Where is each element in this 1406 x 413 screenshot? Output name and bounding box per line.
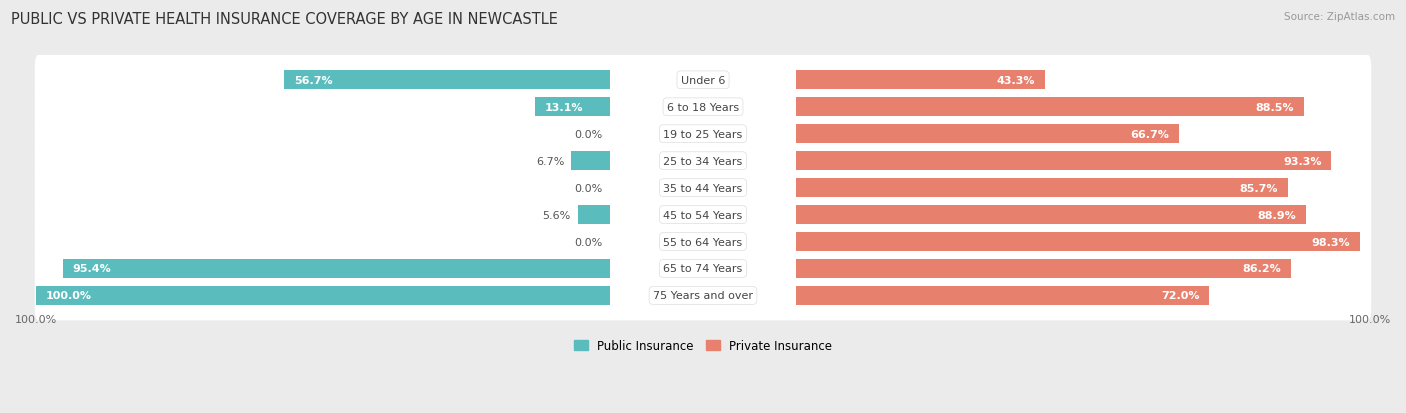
- Bar: [62, 259, 610, 278]
- Text: 45 to 54 Years: 45 to 54 Years: [664, 210, 742, 220]
- Text: 0.0%: 0.0%: [575, 183, 603, 193]
- Text: 75 Years and over: 75 Years and over: [652, 291, 754, 301]
- Text: 6 to 18 Years: 6 to 18 Years: [666, 102, 740, 112]
- Text: 6.7%: 6.7%: [536, 156, 565, 166]
- Bar: [37, 286, 610, 305]
- FancyBboxPatch shape: [35, 190, 1371, 240]
- Bar: [796, 179, 1288, 197]
- FancyBboxPatch shape: [35, 271, 1371, 320]
- FancyBboxPatch shape: [35, 244, 1371, 294]
- Bar: [796, 259, 1291, 278]
- Text: 88.9%: 88.9%: [1257, 210, 1296, 220]
- Text: Source: ZipAtlas.com: Source: ZipAtlas.com: [1284, 12, 1395, 22]
- Legend: Public Insurance, Private Insurance: Public Insurance, Private Insurance: [569, 334, 837, 356]
- Bar: [796, 71, 1045, 90]
- Bar: [796, 152, 1331, 171]
- Text: 19 to 25 Years: 19 to 25 Years: [664, 129, 742, 139]
- FancyBboxPatch shape: [35, 217, 1371, 267]
- Text: 56.7%: 56.7%: [294, 76, 333, 85]
- Text: Under 6: Under 6: [681, 76, 725, 85]
- Text: 65 to 74 Years: 65 to 74 Years: [664, 264, 742, 274]
- Text: 13.1%: 13.1%: [544, 102, 583, 112]
- Text: 25 to 34 Years: 25 to 34 Years: [664, 156, 742, 166]
- Text: 88.5%: 88.5%: [1256, 102, 1294, 112]
- FancyBboxPatch shape: [35, 56, 1371, 105]
- Text: 85.7%: 85.7%: [1239, 183, 1278, 193]
- Text: 55 to 64 Years: 55 to 64 Years: [664, 237, 742, 247]
- Text: 86.2%: 86.2%: [1241, 264, 1281, 274]
- Text: 72.0%: 72.0%: [1161, 291, 1199, 301]
- Text: 93.3%: 93.3%: [1282, 156, 1322, 166]
- Bar: [578, 206, 610, 225]
- Text: 43.3%: 43.3%: [997, 76, 1035, 85]
- Text: 66.7%: 66.7%: [1130, 129, 1168, 139]
- Text: PUBLIC VS PRIVATE HEALTH INSURANCE COVERAGE BY AGE IN NEWCASTLE: PUBLIC VS PRIVATE HEALTH INSURANCE COVER…: [11, 12, 558, 27]
- Text: 100.0%: 100.0%: [46, 291, 93, 301]
- Bar: [796, 98, 1303, 117]
- Bar: [284, 71, 610, 90]
- FancyBboxPatch shape: [35, 83, 1371, 132]
- Bar: [571, 152, 610, 171]
- Bar: [796, 233, 1360, 252]
- Bar: [796, 206, 1306, 225]
- Text: 98.3%: 98.3%: [1312, 237, 1350, 247]
- Bar: [796, 125, 1178, 144]
- Text: 95.4%: 95.4%: [73, 264, 111, 274]
- Bar: [534, 98, 610, 117]
- Bar: [796, 286, 1209, 305]
- FancyBboxPatch shape: [35, 109, 1371, 159]
- Text: 35 to 44 Years: 35 to 44 Years: [664, 183, 742, 193]
- FancyBboxPatch shape: [35, 163, 1371, 213]
- FancyBboxPatch shape: [35, 136, 1371, 186]
- Text: 0.0%: 0.0%: [575, 237, 603, 247]
- Text: 5.6%: 5.6%: [543, 210, 571, 220]
- Text: 0.0%: 0.0%: [575, 129, 603, 139]
